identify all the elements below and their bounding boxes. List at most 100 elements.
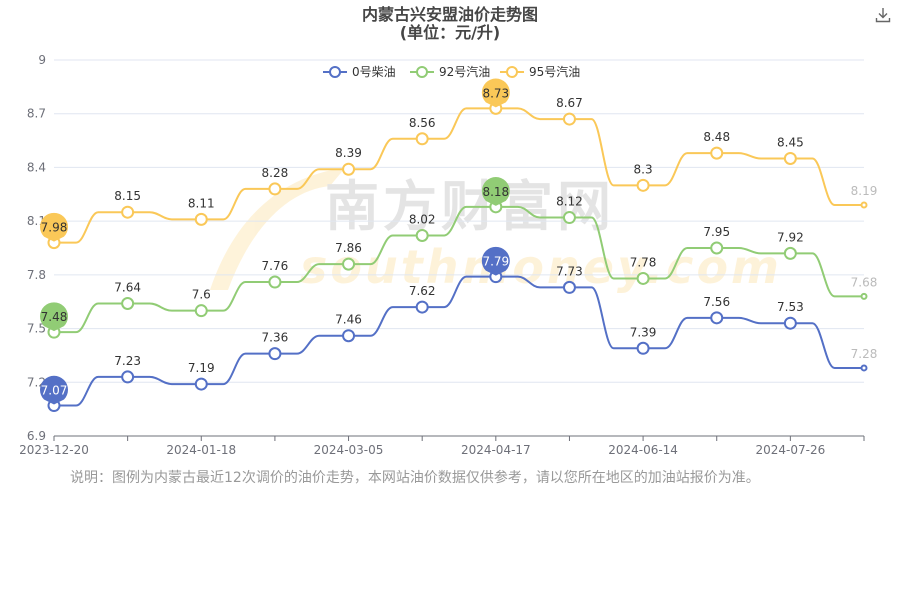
data-point [415, 300, 429, 314]
series-line [53, 205, 864, 334]
data-label: 7.86 [335, 241, 362, 255]
data-label: 7.53 [777, 300, 804, 314]
data-point [415, 228, 429, 242]
series-line [54, 107, 864, 244]
data-point [268, 347, 282, 361]
series-line [54, 275, 864, 407]
data-label: 7.46 [335, 313, 362, 327]
marker-pin [481, 78, 510, 108]
y-tick-label: 8.7 [27, 107, 46, 121]
data-point [121, 370, 135, 384]
data-point [268, 275, 282, 289]
legend-swatch-marker [506, 66, 518, 78]
data-point [562, 211, 576, 225]
data-label: 7.23 [114, 354, 141, 368]
data-point [194, 212, 208, 226]
data-label: 8.19 [851, 184, 878, 198]
marker-pin [481, 246, 510, 276]
data-label: 8.56 [409, 116, 436, 130]
data-point [636, 341, 650, 355]
data-label: 8.11 [188, 196, 215, 210]
y-tick-label: 7.5 [27, 322, 46, 336]
data-label: 8.02 [409, 212, 436, 226]
x-tick-label: 2024-01-18 [166, 443, 236, 457]
data-point [860, 364, 868, 372]
data-label: 8.39 [335, 146, 362, 160]
legend-label: 92号汽油 [439, 64, 490, 79]
pins-0: 7.07 7.79 [40, 246, 510, 405]
legend-item-0[interactable]: 0号柴油 [323, 65, 396, 79]
chart-note: 说明：图例为内蒙古最近12次调价的油价走势，本网站油价数据仅供参考，请以您所在地… [70, 470, 760, 486]
marker-pin-label: 7.48 [41, 310, 68, 324]
data-point [121, 205, 135, 219]
data-label: 8.48 [703, 130, 730, 144]
data-label: 7.64 [114, 281, 141, 295]
x-tick-label: 2024-07-26 [755, 443, 825, 457]
data-label: 8.3 [634, 162, 653, 176]
pins-1: 7.48 8.18 [40, 177, 510, 332]
legend-swatch-marker [329, 66, 341, 78]
download-icon[interactable] [874, 6, 892, 24]
x-tick-label: 2024-04-17 [461, 443, 531, 457]
data-point [783, 316, 797, 330]
legend-swatch-marker [416, 66, 428, 78]
data-point [860, 292, 868, 300]
data-label: 8.45 [777, 135, 804, 149]
data-point [562, 280, 576, 294]
pins-2: 7.98 8.73 [40, 78, 510, 242]
chart-title: 内蒙古兴安盟油价走势图 [362, 5, 538, 24]
marker-pin [40, 212, 69, 242]
data-label: 8.28 [262, 166, 289, 180]
marker-pin-label: 7.98 [41, 221, 68, 235]
series-layer: 7.07 7.23 7.19 7.36 7.46 7.62 7.79 7.73 7.39 7.56… [40, 78, 878, 413]
data-label: 7.62 [409, 284, 436, 298]
x-axis: 2023-12-20 2024-01-18 2024-03-05 2024-04-17… [19, 435, 865, 457]
data-point [121, 297, 135, 311]
marker-pin-label: 8.73 [482, 86, 509, 100]
data-label: 7.56 [703, 295, 730, 309]
marker-pin [40, 302, 69, 332]
legend-label: 0号柴油 [352, 65, 396, 79]
y-tick-label: 9 [38, 53, 46, 67]
data-point [710, 241, 724, 255]
data-label: 7.68 [851, 275, 878, 289]
data-point [268, 182, 282, 196]
y-tick-label: 8.4 [27, 160, 46, 174]
legend-item-2[interactable]: 95号汽油 [500, 64, 580, 79]
data-point [636, 178, 650, 192]
watermark-swoosh [210, 168, 345, 290]
data-point [342, 257, 356, 271]
data-point [415, 132, 429, 146]
data-point [636, 271, 650, 285]
data-label: 7.6 [192, 288, 211, 302]
data-label: 8.12 [556, 195, 583, 209]
chart-subtitle: (单位：元/升) [400, 23, 500, 42]
marker-pin [40, 375, 69, 405]
data-label: 7.28 [851, 347, 878, 361]
marker-pin-label: 7.07 [41, 384, 68, 398]
data-label: 7.78 [630, 255, 657, 269]
x-tick-label: 2024-06-14 [608, 443, 678, 457]
data-label: 7.19 [188, 361, 215, 375]
data-label: 7.36 [262, 331, 289, 345]
data-label: 8.67 [556, 96, 583, 110]
series-2: 7.98 8.15 8.11 8.28 8.39 8.56 8.73 8.67 8.3 8.48 8… [41, 85, 878, 250]
data-point [194, 304, 208, 318]
data-point [342, 162, 356, 176]
data-label: 7.95 [703, 225, 730, 239]
data-label: 7.73 [556, 264, 583, 278]
legend[interactable]: 0号柴油 92号汽油 95号汽油 [323, 64, 580, 79]
data-point [194, 377, 208, 391]
data-point [783, 151, 797, 165]
legend-item-1[interactable]: 92号汽油 [410, 64, 490, 79]
y-tick-label: 7.8 [27, 268, 46, 282]
data-point [710, 311, 724, 325]
marker-pin [481, 177, 510, 206]
series-1: 7.48 7.64 7.6 7.76 7.86 8.02 8.18 8.12 7.78 7.95 7… [41, 184, 878, 339]
data-point [710, 146, 724, 160]
legend-label: 95号汽油 [529, 64, 580, 79]
marker-pin-label: 7.79 [482, 255, 509, 269]
data-label: 8.15 [114, 189, 141, 203]
data-label: 7.39 [630, 325, 657, 339]
